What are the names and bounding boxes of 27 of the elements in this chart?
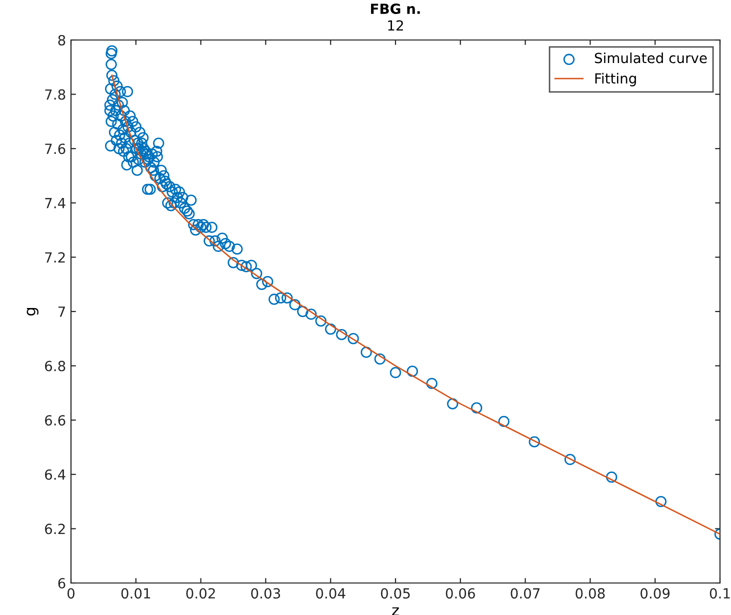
x-tick-label: 0.06 — [446, 588, 475, 599]
x-tick-label: 0.08 — [576, 588, 605, 599]
legend-label: Fitting — [595, 72, 636, 86]
chart-title: FBG n. — [371, 4, 420, 14]
x-tick-label: 0.03 — [251, 588, 280, 599]
legend-label: Simulated curve — [594, 52, 707, 64]
x-tick-label: 0.07 — [510, 588, 540, 599]
y-tick-label: 7.2 — [45, 252, 65, 262]
x-tick-label: 0.02 — [186, 588, 215, 599]
y-tick-label: 6.4 — [45, 469, 66, 480]
y-tick-label: 7.6 — [45, 144, 66, 154]
x-tick-label: 0.01 — [121, 588, 150, 599]
chart-subtitle: 12 — [388, 20, 403, 31]
y-tick-label: 6 — [58, 578, 66, 588]
x-tick-label: 0 — [67, 588, 74, 599]
x-tick-label: 0.09 — [640, 588, 670, 599]
y-tick-label: 7.4 — [45, 198, 66, 208]
x-tick-label: 0.05 — [380, 588, 410, 599]
y-tick-label: 6.2 — [45, 524, 65, 534]
y-tick-label: 6.8 — [45, 360, 66, 372]
y-axis-title: g — [26, 308, 38, 316]
y-tick-label: 6.6 — [45, 415, 66, 426]
y-tick-label: 7.8 — [45, 89, 66, 100]
y-tick-label: 7 — [58, 306, 65, 317]
y-tick-label: 8 — [58, 34, 66, 46]
x-tick-label: 0.1 — [710, 588, 730, 599]
x-tick-label: 0.04 — [316, 588, 346, 599]
